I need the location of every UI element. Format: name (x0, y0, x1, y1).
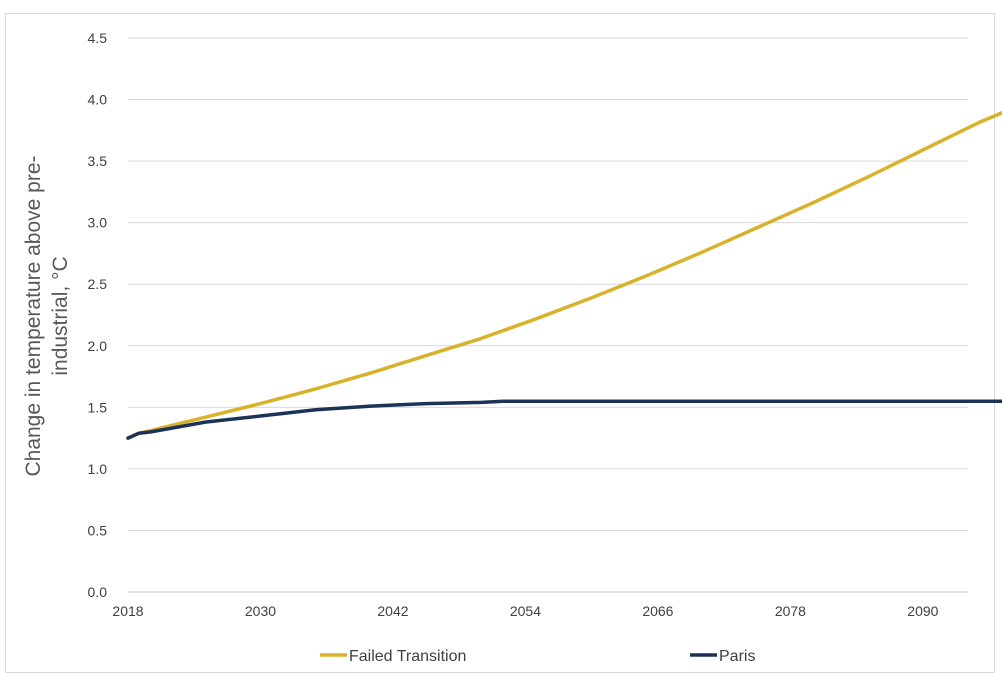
x-tick-label: 2090 (907, 603, 938, 619)
x-tick-label: 2078 (775, 603, 806, 619)
x-tick-label: 2054 (510, 603, 541, 619)
series-line-failed-transition (126, 110, 1002, 440)
x-tick-label: 2030 (245, 603, 276, 619)
y-tick-label: 4.5 (88, 30, 108, 46)
x-tick-label: 2018 (112, 603, 143, 619)
series-lines (126, 110, 1002, 440)
y-tick-label: 3.0 (88, 215, 108, 231)
legend-label: Paris (719, 648, 755, 664)
gridlines (128, 37, 968, 593)
y-axis-label: Change in temperature above pre- industr… (22, 155, 72, 476)
y-tick-label: 1.5 (88, 399, 108, 415)
y-tick-label: 1.0 (88, 461, 108, 477)
y-tick-label: 0.5 (88, 522, 108, 538)
y-tick-label: 2.0 (88, 338, 108, 354)
y-axis-label-line-2: industrial, °C (49, 256, 72, 375)
x-tick-label: 2066 (642, 603, 673, 619)
y-tick-label: 2.5 (88, 276, 108, 292)
y-tick-label: 0.0 (88, 584, 108, 600)
x-axis-ticks: 2018 2030 2042 2054 2066 2078 2090 (112, 603, 938, 619)
legend: Failed Transition Paris (320, 648, 755, 664)
y-tick-label: 3.5 (88, 153, 108, 169)
y-tick-label: 4.0 (88, 92, 108, 108)
x-tick-label: 2042 (377, 603, 408, 619)
y-axis-label-line-1: Change in temperature above pre- (22, 155, 45, 476)
series-line-paris (126, 399, 1002, 440)
y-axis-ticks: 0.0 0.5 1.0 1.5 2.0 2.5 3.0 3.5 4.0 4.5 (88, 30, 108, 600)
legend-label: Failed Transition (349, 648, 466, 664)
